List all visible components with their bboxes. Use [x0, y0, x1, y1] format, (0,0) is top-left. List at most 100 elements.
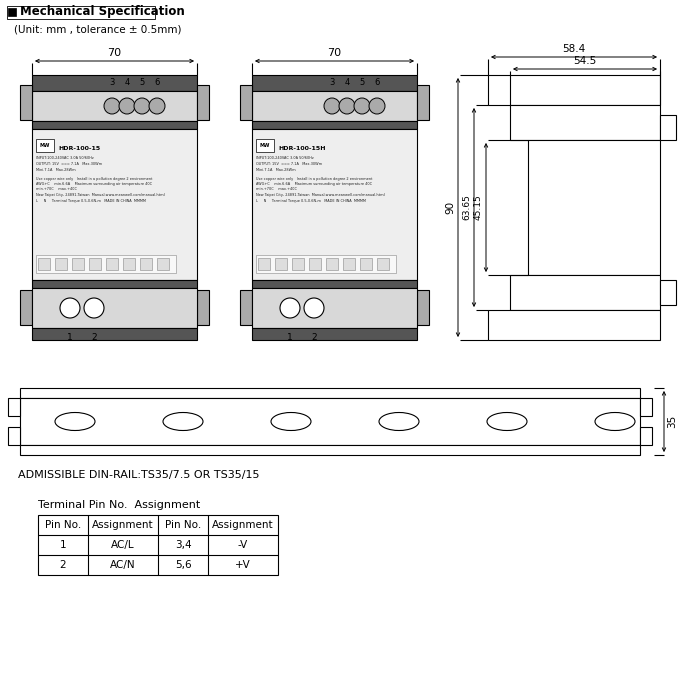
Text: 35: 35: [667, 415, 677, 428]
Text: INPUT:100-240VAC 3.0A 50/60Hz: INPUT:100-240VAC 3.0A 50/60Hz: [36, 156, 94, 160]
Bar: [32, 280, 197, 288]
Text: AC/L: AC/L: [111, 540, 135, 550]
Bar: [252, 280, 417, 288]
Bar: [256, 139, 274, 152]
Text: 3,4: 3,4: [175, 540, 191, 550]
Bar: [38, 258, 50, 270]
Circle shape: [134, 98, 150, 114]
Text: 90: 90: [445, 201, 455, 214]
Text: 6: 6: [374, 78, 379, 87]
Bar: [640, 398, 652, 416]
Text: 2: 2: [91, 333, 97, 342]
Bar: [32, 288, 197, 328]
Bar: [36, 255, 176, 273]
Text: -V: -V: [238, 540, 248, 550]
Text: 63.65: 63.65: [462, 195, 471, 221]
Bar: [20, 290, 32, 325]
Bar: [360, 258, 372, 270]
Text: min.+70C    max.+40C: min.+70C max.+40C: [256, 187, 297, 191]
Bar: [20, 398, 640, 445]
Text: 2: 2: [312, 333, 317, 342]
Bar: [252, 328, 417, 340]
Text: Terminal Pin No.  Assignment: Terminal Pin No. Assignment: [38, 500, 200, 510]
Text: 58.4: 58.4: [562, 44, 586, 54]
Text: HDR-100-15: HDR-100-15: [58, 147, 100, 151]
Bar: [417, 290, 429, 325]
Circle shape: [119, 98, 135, 114]
Ellipse shape: [271, 413, 311, 430]
Text: Pin No.: Pin No.: [165, 520, 201, 530]
Bar: [258, 258, 270, 270]
Text: HDR-100-15H: HDR-100-15H: [278, 147, 326, 151]
Circle shape: [354, 98, 370, 114]
Bar: [36, 139, 54, 152]
Bar: [309, 258, 321, 270]
Ellipse shape: [595, 413, 635, 430]
Bar: [32, 121, 197, 129]
Text: L     N     Terminal Torque 0.5-0.6N-m   MADE IN CHINA  MMMM: L N Terminal Torque 0.5-0.6N-m MADE IN C…: [36, 199, 146, 203]
Text: 1: 1: [67, 333, 73, 342]
Bar: [89, 258, 101, 270]
Bar: [256, 255, 396, 273]
Bar: [488, 75, 660, 105]
Text: Pin No.: Pin No.: [45, 520, 81, 530]
Bar: [510, 105, 660, 140]
Ellipse shape: [163, 413, 203, 430]
Circle shape: [280, 298, 300, 318]
Bar: [197, 85, 209, 120]
Bar: [510, 275, 660, 310]
Bar: [488, 310, 660, 340]
Text: 70: 70: [107, 48, 122, 58]
Circle shape: [60, 298, 80, 318]
Text: 1: 1: [60, 540, 66, 550]
Bar: [55, 258, 67, 270]
Bar: [106, 258, 118, 270]
Bar: [38, 515, 278, 575]
Text: ADMISSIBLE DIN-RAIL:TS35/7.5 OR TS35/15: ADMISSIBLE DIN-RAIL:TS35/7.5 OR TS35/15: [18, 470, 260, 480]
Text: AC/N: AC/N: [110, 560, 136, 570]
Text: INPUT:100-240VAC 3.0A 50/60Hz: INPUT:100-240VAC 3.0A 50/60Hz: [256, 156, 314, 160]
Bar: [660, 115, 676, 140]
Circle shape: [104, 98, 120, 114]
Bar: [8, 398, 20, 416]
Text: Assignment: Assignment: [92, 520, 154, 530]
Text: 4: 4: [344, 78, 349, 87]
Text: Mini.7.1A   Max.28Wm: Mini.7.1A Max.28Wm: [36, 168, 76, 172]
Bar: [197, 290, 209, 325]
Text: New Taipei City, 24891,Taiwan  Manual:www.meanwell.com/manual.html: New Taipei City, 24891,Taiwan Manual:www…: [256, 193, 384, 197]
Circle shape: [339, 98, 355, 114]
Text: MW: MW: [40, 143, 50, 148]
Text: 4: 4: [125, 78, 130, 87]
Bar: [417, 85, 429, 120]
Bar: [640, 427, 652, 445]
Text: 6: 6: [154, 78, 160, 87]
Ellipse shape: [379, 413, 419, 430]
Bar: [528, 140, 660, 275]
Text: Mechanical Specification: Mechanical Specification: [20, 5, 185, 18]
Bar: [252, 121, 417, 129]
Text: L     N     Terminal Torque 0.5-0.6N-m   MADE IN CHINA  MMMM: L N Terminal Torque 0.5-0.6N-m MADE IN C…: [256, 199, 366, 203]
Bar: [292, 258, 304, 270]
Text: 1: 1: [287, 333, 293, 342]
Text: Use copper wire only   Install in a pollution degree 2 environment: Use copper wire only Install in a pollut…: [36, 177, 153, 181]
Ellipse shape: [55, 413, 95, 430]
Text: Assignment: Assignment: [212, 520, 274, 530]
Text: MW: MW: [260, 143, 270, 148]
Text: 54.5: 54.5: [573, 56, 596, 66]
Text: 3: 3: [109, 78, 115, 87]
Bar: [140, 258, 152, 270]
Text: 5,6: 5,6: [175, 560, 191, 570]
Bar: [157, 258, 169, 270]
Text: +V: +V: [235, 560, 251, 570]
Bar: [240, 290, 252, 325]
Bar: [377, 258, 389, 270]
Bar: [20, 388, 640, 398]
Bar: [252, 75, 417, 91]
Text: 5: 5: [139, 78, 145, 87]
Bar: [20, 445, 640, 455]
Circle shape: [149, 98, 165, 114]
Bar: [240, 85, 252, 120]
Bar: [8, 427, 20, 445]
Text: (Unit: mm , tolerance ± 0.5mm): (Unit: mm , tolerance ± 0.5mm): [14, 24, 181, 34]
Bar: [72, 258, 84, 270]
